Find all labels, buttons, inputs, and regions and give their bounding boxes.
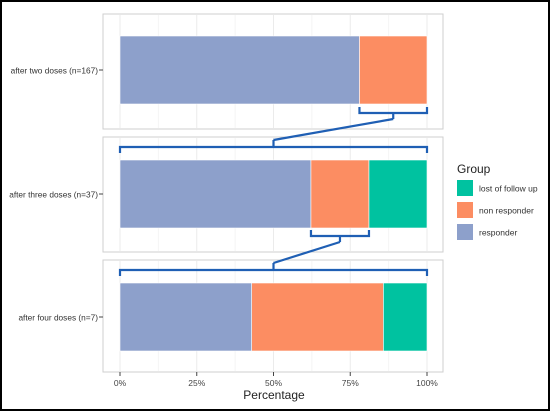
connectors <box>118 107 429 276</box>
legend-label: non responder <box>479 206 534 216</box>
bar-segment-non-responder <box>359 35 428 105</box>
legend: Group lost of follow up non responder resp… <box>457 162 538 240</box>
bar-segment-responder <box>119 282 253 352</box>
x-tick-label: 50% <box>265 378 282 388</box>
connector-link <box>273 240 341 265</box>
legend-swatch <box>457 202 473 218</box>
bar-segment-non-responder <box>310 159 370 229</box>
connector <box>118 107 429 153</box>
connector-bracket-wide <box>118 145 429 153</box>
bar-segment-responder <box>119 35 360 105</box>
category-label: after three doses (n=37) <box>9 190 98 200</box>
category-label: after four doses (n=7) <box>18 313 98 323</box>
connector <box>118 230 429 276</box>
x-tick-label: 100% <box>416 378 438 388</box>
connector-bracket-wide <box>118 268 429 276</box>
bar-segment-non-responder <box>251 282 384 352</box>
legend-swatch <box>457 180 473 196</box>
bar-segment-lost-of-follow-up <box>383 282 428 352</box>
x-axis-ticks: 0% 25% 50% 75% 100% <box>114 372 438 388</box>
category-labels: after two doses (n=167) after three doses… <box>9 66 103 323</box>
x-tick-label: 0% <box>114 378 127 388</box>
bar-segment-responder <box>119 159 312 229</box>
category-label: after two doses (n=167) <box>11 66 99 76</box>
bar-segment-lost-of-follow-up <box>368 159 428 229</box>
legend-swatch <box>457 224 473 240</box>
connector-link <box>273 117 394 142</box>
bars <box>119 35 428 352</box>
x-tick-label: 75% <box>342 378 359 388</box>
legend-title: Group <box>457 162 491 176</box>
legend-label: responder <box>479 228 517 238</box>
legend-items: lost of follow up non responder responder <box>457 180 538 240</box>
legend-label: lost of follow up <box>479 184 538 194</box>
x-tick-label: 25% <box>188 378 205 388</box>
x-axis-title: Percentage <box>243 388 305 402</box>
